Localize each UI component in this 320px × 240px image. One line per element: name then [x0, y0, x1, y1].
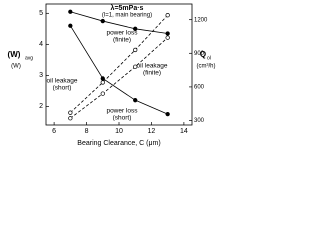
series-label: (finite): [113, 37, 131, 44]
y-tick-label: 3: [39, 72, 43, 79]
y2-axis-label: Q: [200, 50, 206, 59]
y-axis-label-sub: avg: [25, 55, 33, 61]
y2-axis-unit: (cm³/h): [197, 64, 216, 70]
data-point: [68, 9, 73, 14]
data-point: [165, 35, 170, 40]
chart-title: λ=5mPa·s: [111, 4, 144, 12]
y-tick-label: 5: [39, 10, 43, 17]
series-line: [70, 14, 168, 113]
x-tick-label: 12: [148, 128, 156, 135]
data-point: [133, 26, 138, 31]
data-point: [100, 91, 105, 96]
series-line: [70, 37, 168, 119]
data-point: [165, 111, 170, 117]
data-point: [68, 110, 73, 115]
series-label: oil leakage: [136, 63, 167, 70]
series-label: (short): [113, 115, 132, 122]
chart-subtitle: (l=1, main bearing): [102, 13, 152, 19]
series-line: [70, 11, 168, 34]
data-point: [68, 116, 73, 121]
series-label: oil leakage: [46, 78, 77, 85]
data-point: [133, 98, 138, 103]
data-point: [133, 47, 138, 53]
data-point: [165, 13, 170, 18]
y-axis-label: (W): [8, 50, 21, 59]
chart: λ=5mPa·s (l=1, main bearing) Bearing Cle…: [8, 3, 216, 147]
y2-tick-label: 600: [194, 84, 205, 90]
y2-tick-label: 900: [194, 51, 205, 57]
x-axis-label: Bearing Clearance, C (μm): [77, 140, 160, 147]
data-point: [100, 80, 105, 85]
data-point: [68, 23, 73, 28]
series-label: power loss: [106, 108, 138, 115]
data-point: [100, 18, 105, 24]
data-point: [133, 64, 138, 69]
y2-tick-label: 300: [194, 118, 205, 124]
series-line: [69, 25, 168, 115]
x-tick-label: 6: [52, 128, 56, 135]
data-point: [100, 76, 105, 81]
series-label: power loss: [106, 30, 138, 37]
y-axis-unit: (W): [11, 64, 21, 70]
x-tick-label: 10: [115, 128, 123, 135]
y2-tick-label: 1200: [194, 17, 208, 23]
y-tick-label: 4: [39, 41, 43, 48]
y2-axis-label-sub: ol: [207, 55, 211, 61]
series-label: (finite): [143, 70, 161, 77]
data-point: [165, 31, 170, 36]
x-tick-label: 14: [180, 128, 188, 135]
y-tick-label: 2: [39, 103, 43, 110]
x-tick-label: 8: [85, 128, 89, 135]
series-label: (short): [53, 85, 72, 92]
